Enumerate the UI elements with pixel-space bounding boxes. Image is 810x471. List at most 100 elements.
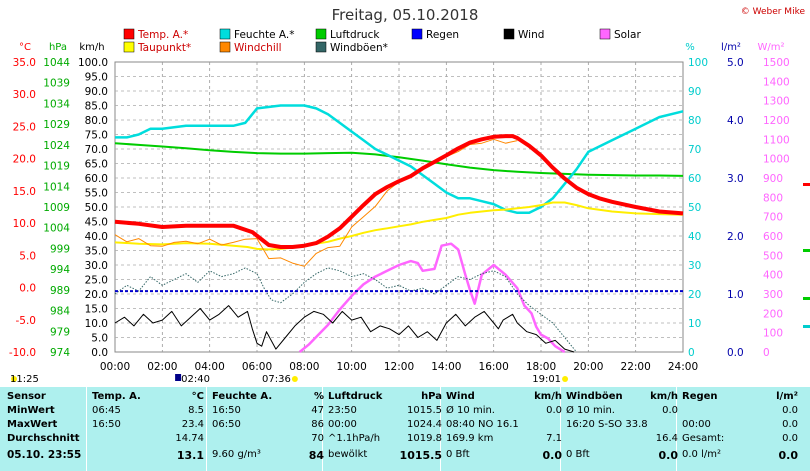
credit-label: © Weber Mike xyxy=(741,7,806,17)
column-unit: °C xyxy=(191,391,204,402)
x-tick-label: 00:00 xyxy=(100,361,130,373)
x-tick-label: 04:00 xyxy=(195,361,225,373)
tick-label-wind: 30.0 xyxy=(85,260,108,272)
tick-label-humidity: 20 xyxy=(688,289,701,301)
axis-unit-humidity: % xyxy=(685,42,695,53)
tick-label-wind: 40.0 xyxy=(85,231,108,243)
cell-label: ^1.1hPa/h xyxy=(328,433,381,444)
x-tick-label: 02:00 xyxy=(147,361,177,373)
tick-label-wind: 85.0 xyxy=(85,101,108,113)
tick-label-humidity: 60 xyxy=(688,173,701,185)
tick-label-solar: 1300 xyxy=(763,96,790,108)
series-line-wind xyxy=(114,305,575,353)
row-label: MinWert xyxy=(7,405,55,416)
legend-label: Temp. A.* xyxy=(137,29,188,41)
legend-label: Luftdruck xyxy=(330,29,380,41)
cell-value: 47 xyxy=(311,405,324,416)
cell-value: 8.5 xyxy=(188,405,204,416)
cell-value: 0.0 xyxy=(778,449,799,462)
cell-value: 0.0 xyxy=(782,405,798,416)
edge-marker-temp xyxy=(803,183,810,186)
tick-label-solar: 1400 xyxy=(763,76,790,88)
tick-label-solar: 1100 xyxy=(763,134,790,146)
chart-axes: 35.0 30.0 25.0 20.0 15.0 10.0 5.0 0.0 -5.0 -10.0 °… xyxy=(9,42,790,373)
legend-label: Solar xyxy=(614,29,641,41)
cell-value: 0.0 xyxy=(658,449,679,462)
cell-label: 169.9 km xyxy=(446,433,494,444)
axis-unit-pressure: hPa xyxy=(49,42,67,53)
series-line-tempa xyxy=(114,134,684,249)
tick-label-temp: 35.0 xyxy=(13,57,36,69)
tick-label-humidity: 50 xyxy=(688,202,701,214)
cell-label: Ø 10 min. xyxy=(446,405,495,416)
tick-label-rain: 4.0 xyxy=(727,115,744,127)
cell-value: 1015.5 xyxy=(399,449,442,462)
x-tick-label: 14:00 xyxy=(431,361,461,373)
column-header: Windböen xyxy=(566,391,623,402)
legend-swatch xyxy=(315,41,327,53)
tick-label-solar: 500 xyxy=(763,250,783,262)
x-tick-label: 22:00 xyxy=(621,361,651,373)
axis-unit-temp: °C xyxy=(19,42,31,53)
cell-label: 0.0 l/m² xyxy=(682,449,721,460)
cell-label: 06:50 xyxy=(212,419,241,430)
legend-label: Taupunkt* xyxy=(137,42,191,54)
cell-value: 0.0 xyxy=(542,449,563,462)
tick-label-humidity: 0 xyxy=(688,347,695,359)
tick-label-wind: 0.0 xyxy=(91,347,108,359)
cell-label: Ø 10 min. xyxy=(566,405,615,416)
tick-label-pressure: 1034 xyxy=(43,98,70,110)
weather-chart: Freitag, 05.10.2018 © Weber Mike Temp. A… xyxy=(9,6,810,385)
cell-label: 9.60 g/m³ xyxy=(212,449,261,460)
column-unit: km/h xyxy=(534,391,562,402)
tick-label-solar: 0 xyxy=(763,347,770,359)
tick-label-temp: 25.0 xyxy=(13,121,36,133)
x-tick-label: 08:00 xyxy=(289,361,319,373)
tick-label-wind: 90.0 xyxy=(85,86,108,98)
tick-label-wind: 55.0 xyxy=(85,188,108,200)
moon-icon xyxy=(175,374,182,381)
tick-label-solar: 900 xyxy=(763,173,783,185)
x-tick-label: 20:00 xyxy=(573,361,603,373)
tick-label-wind: 10.0 xyxy=(85,318,108,330)
cell-label: bewölkt xyxy=(328,449,368,460)
cell-label: 06:45 xyxy=(92,405,121,416)
cell-label: 00:00 xyxy=(682,419,711,430)
cell-value: 1019.8 xyxy=(407,433,442,444)
legend-swatch xyxy=(123,28,135,40)
cell-value: 86 xyxy=(311,419,324,430)
cell-value: 0.0 xyxy=(662,405,678,416)
axis-unit-rain: l/m² xyxy=(721,42,741,53)
sunrise-icon xyxy=(291,376,298,382)
tick-label-humidity: 10 xyxy=(688,318,701,330)
tick-label-humidity: 70 xyxy=(688,144,701,156)
cell-label: 08:40 NO 16.1 xyxy=(446,419,519,430)
series-line-solar xyxy=(298,242,566,354)
tick-label-solar: 700 xyxy=(763,212,783,224)
column-unit: % xyxy=(313,391,324,402)
tick-label-pressure: 1004 xyxy=(43,223,70,235)
legend-swatch xyxy=(315,28,327,40)
tick-label-wind: 50.0 xyxy=(85,202,108,214)
edge-marker-humidity xyxy=(803,325,810,328)
cell-value: 16.4 xyxy=(655,433,678,444)
cell-value: 23.4 xyxy=(181,419,204,430)
cell-label: 0 Bft xyxy=(566,449,590,460)
sun-icon xyxy=(11,376,17,382)
cell-value: 1024.4 xyxy=(407,419,442,430)
tick-label-rain: 3.0 xyxy=(727,173,744,185)
tick-label-humidity: 80 xyxy=(688,115,701,127)
table-separator xyxy=(322,387,323,471)
legend-label: Regen xyxy=(426,29,459,41)
tick-label-pressure: 979 xyxy=(50,326,70,338)
tick-label-pressure: 1029 xyxy=(43,119,70,131)
tick-label-pressure: 999 xyxy=(50,243,70,255)
tick-label-wind: 20.0 xyxy=(85,289,108,301)
tick-label-wind: 25.0 xyxy=(85,275,108,287)
column-unit: hPa xyxy=(421,391,442,402)
tick-label-wind: 75.0 xyxy=(85,130,108,142)
tick-label-solar: 800 xyxy=(763,192,783,204)
tick-label-pressure: 974 xyxy=(50,347,70,359)
row-label: 05.10. 23:55 xyxy=(7,449,82,461)
cell-value: 84 xyxy=(308,449,324,462)
